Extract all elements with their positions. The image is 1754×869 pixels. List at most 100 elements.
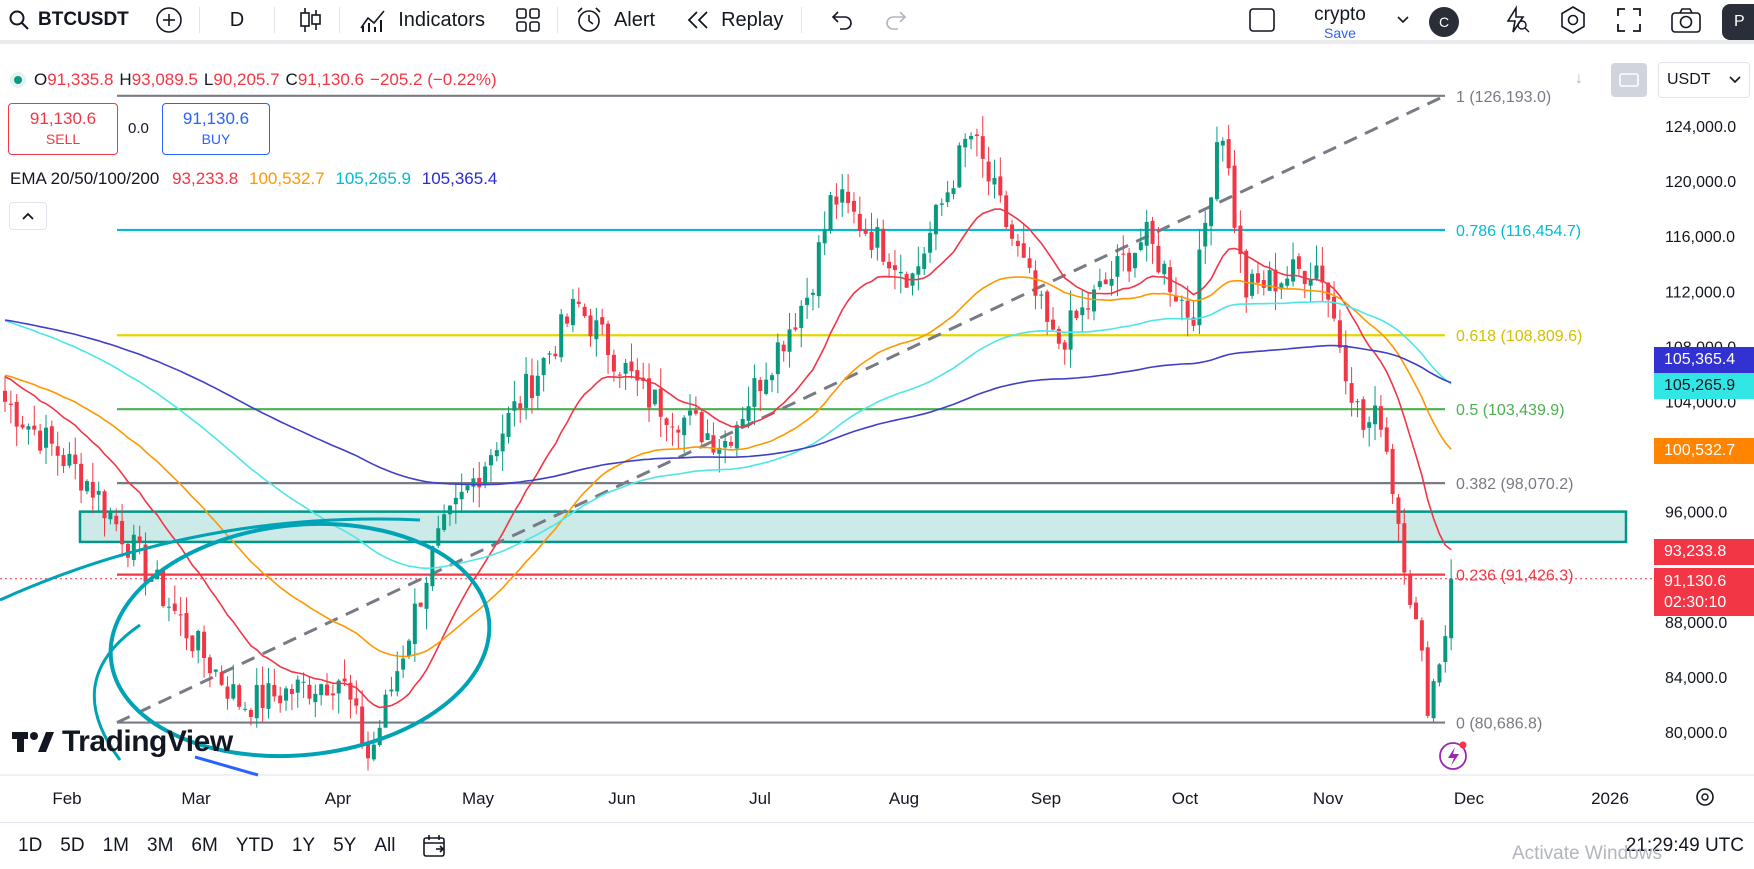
- market-status-icon[interactable]: [10, 72, 26, 88]
- candle-body: [1337, 320, 1342, 348]
- undo-icon: [828, 9, 854, 31]
- chart-canvas[interactable]: Feb Mar Apr May Jun Jul Aug Sep Oct Nov Dec 2026 124…: [0, 0, 1754, 822]
- candle-body: [629, 361, 634, 372]
- collapse-legend-button[interactable]: [9, 202, 47, 230]
- price-tick-label: 112,000.0: [1665, 284, 1735, 301]
- sell-button[interactable]: 91,130.6 SELL: [8, 103, 118, 155]
- range-button-1d[interactable]: 1D: [18, 835, 43, 856]
- settings-button[interactable]: [1558, 0, 1588, 42]
- redo-button[interactable]: [884, 0, 910, 42]
- ema-legend[interactable]: EMA 20/50/100/200 93,233.8 100,532.7 105…: [10, 169, 497, 189]
- candle-body: [863, 229, 868, 234]
- candle-body: [225, 686, 230, 699]
- symbol-search[interactable]: BTCUSDT: [8, 0, 129, 42]
- goto-date-button[interactable]: [421, 832, 449, 860]
- publish-button[interactable]: P: [1722, 4, 1754, 40]
- range-button-3m[interactable]: 3M: [147, 835, 174, 856]
- replay-label: Replay: [721, 8, 784, 31]
- candle-body: [500, 433, 505, 452]
- candle-body: [775, 342, 780, 375]
- candle-body: [904, 274, 909, 288]
- ema100-line: [4, 300, 1452, 570]
- candle-body: [96, 490, 101, 495]
- range-button-5d[interactable]: 5D: [60, 835, 85, 856]
- avatar[interactable]: C: [1429, 7, 1459, 37]
- candle-body: [1056, 328, 1061, 344]
- candle-body: [793, 327, 798, 330]
- os-activation-notice: Activate Windows: [1512, 843, 1662, 864]
- candle-body: [1127, 252, 1132, 272]
- candle-body: [79, 463, 84, 491]
- replay-button[interactable]: Replay: [685, 0, 783, 42]
- quick-search-button[interactable]: [1502, 0, 1532, 42]
- buy-button[interactable]: 91,130.6 BUY: [162, 103, 270, 155]
- candle-body: [875, 227, 880, 248]
- undo-button[interactable]: [828, 0, 854, 42]
- candle-body: [957, 145, 962, 188]
- snapshot-button[interactable]: [1670, 0, 1702, 42]
- lightning-event-dot: [1459, 741, 1467, 749]
- indicators-button[interactable]: Indicators: [358, 0, 485, 42]
- range-button-6m[interactable]: 6M: [191, 835, 218, 856]
- candle-body: [705, 433, 710, 440]
- tradingview-logo: TradingView: [12, 725, 233, 759]
- compare-symbol-button[interactable]: [155, 0, 183, 42]
- candle-body: [711, 435, 716, 453]
- time-tick-label: Mar: [181, 789, 211, 808]
- range-button-all[interactable]: All: [374, 835, 396, 856]
- candle-body: [945, 192, 950, 203]
- candle-body: [471, 478, 476, 487]
- candle-body: [1156, 245, 1161, 273]
- templates-button[interactable]: [515, 0, 541, 42]
- buy-price: 91,130.6: [182, 109, 250, 128]
- candle-body: [1320, 265, 1325, 283]
- candle-body: [851, 200, 856, 212]
- utc-clock[interactable]: 21:29:49 UTC: [1625, 835, 1744, 856]
- candle-body: [723, 440, 728, 448]
- candle-body: [436, 528, 441, 546]
- hexagon-settings-icon: [1558, 5, 1588, 35]
- interval-button[interactable]: D: [230, 0, 244, 42]
- candle-body: [682, 417, 687, 436]
- candle-body: [360, 706, 365, 746]
- date-range-buttons: 1D 5D 1M 3M 6M YTD 1Y 5Y All: [0, 835, 395, 857]
- candle-body: [20, 424, 25, 428]
- candle-body: [3, 390, 7, 402]
- candle-body: [933, 204, 938, 235]
- candle-body: [319, 684, 324, 696]
- layout-toggle-button[interactable]: [1248, 0, 1276, 42]
- candle-body: [635, 370, 640, 381]
- layout-name-button[interactable]: crypto Save: [1300, 4, 1380, 40]
- layout-menu-button[interactable]: [1396, 0, 1410, 42]
- candle-body: [781, 344, 786, 352]
- candle-body: [553, 353, 558, 357]
- auto-scale-button[interactable]: [1611, 63, 1647, 97]
- candle-body: [857, 213, 862, 232]
- candle-body: [688, 410, 693, 416]
- ema50-line: [4, 276, 1452, 658]
- candle-body: [371, 744, 376, 760]
- alert-button[interactable]: Alert: [574, 0, 655, 42]
- candle-body: [459, 491, 464, 500]
- scroll-down-icon[interactable]: ↓: [1575, 70, 1583, 87]
- candle-body: [506, 412, 511, 438]
- range-button-5y[interactable]: 5Y: [333, 835, 357, 856]
- chart-type-button[interactable]: [297, 0, 323, 42]
- lightning-event-icon: [1439, 742, 1467, 770]
- candle-body: [1285, 278, 1290, 286]
- candle-body: [342, 678, 347, 682]
- candle-body: [974, 134, 979, 137]
- price-tick-label: 84,000.0: [1665, 670, 1727, 687]
- range-button-ytd[interactable]: YTD: [235, 835, 274, 856]
- candle-body: [1343, 345, 1348, 382]
- currency-select[interactable]: USDT: [1658, 62, 1750, 98]
- candle-body: [834, 196, 839, 205]
- candle-body: [1437, 664, 1442, 683]
- candle-body: [1279, 283, 1284, 290]
- candle-body: [231, 684, 236, 699]
- candle-body: [108, 512, 113, 520]
- range-button-1m[interactable]: 1M: [102, 835, 129, 856]
- range-button-1y[interactable]: 1Y: [291, 835, 316, 856]
- fullscreen-button[interactable]: [1616, 0, 1642, 42]
- candle-body: [1361, 399, 1366, 430]
